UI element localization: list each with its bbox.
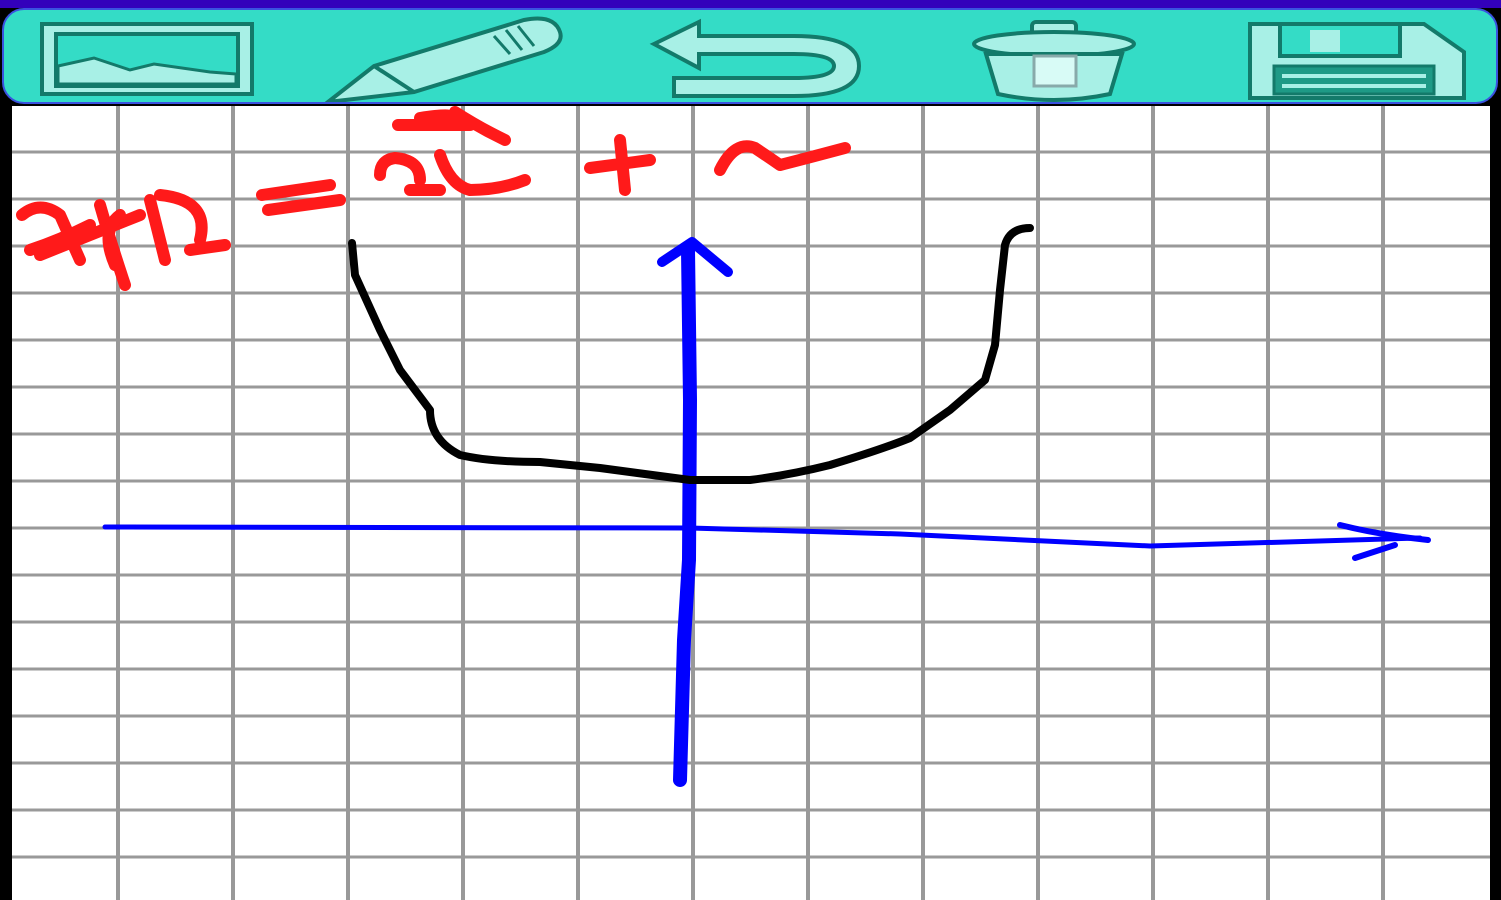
background-image-button[interactable] — [34, 14, 264, 102]
formula-stroke — [16, 106, 851, 291]
trash-icon — [972, 20, 1136, 102]
drawing-canvas[interactable] — [12, 106, 1490, 900]
clear-button[interactable] — [964, 14, 1144, 102]
undo-icon — [649, 18, 862, 98]
image-icon — [40, 22, 254, 96]
pen-button[interactable] — [314, 14, 584, 105]
drawing-strokes — [16, 106, 1431, 787]
save-icon — [1248, 22, 1466, 100]
curve-stroke — [348, 224, 1034, 484]
pencil-icon — [321, 16, 563, 105]
undo-button[interactable] — [644, 14, 874, 102]
toolbar — [2, 8, 1498, 105]
status-bar — [0, 0, 1501, 8]
save-button[interactable] — [1244, 14, 1474, 102]
axes-stroke — [102, 237, 1431, 787]
